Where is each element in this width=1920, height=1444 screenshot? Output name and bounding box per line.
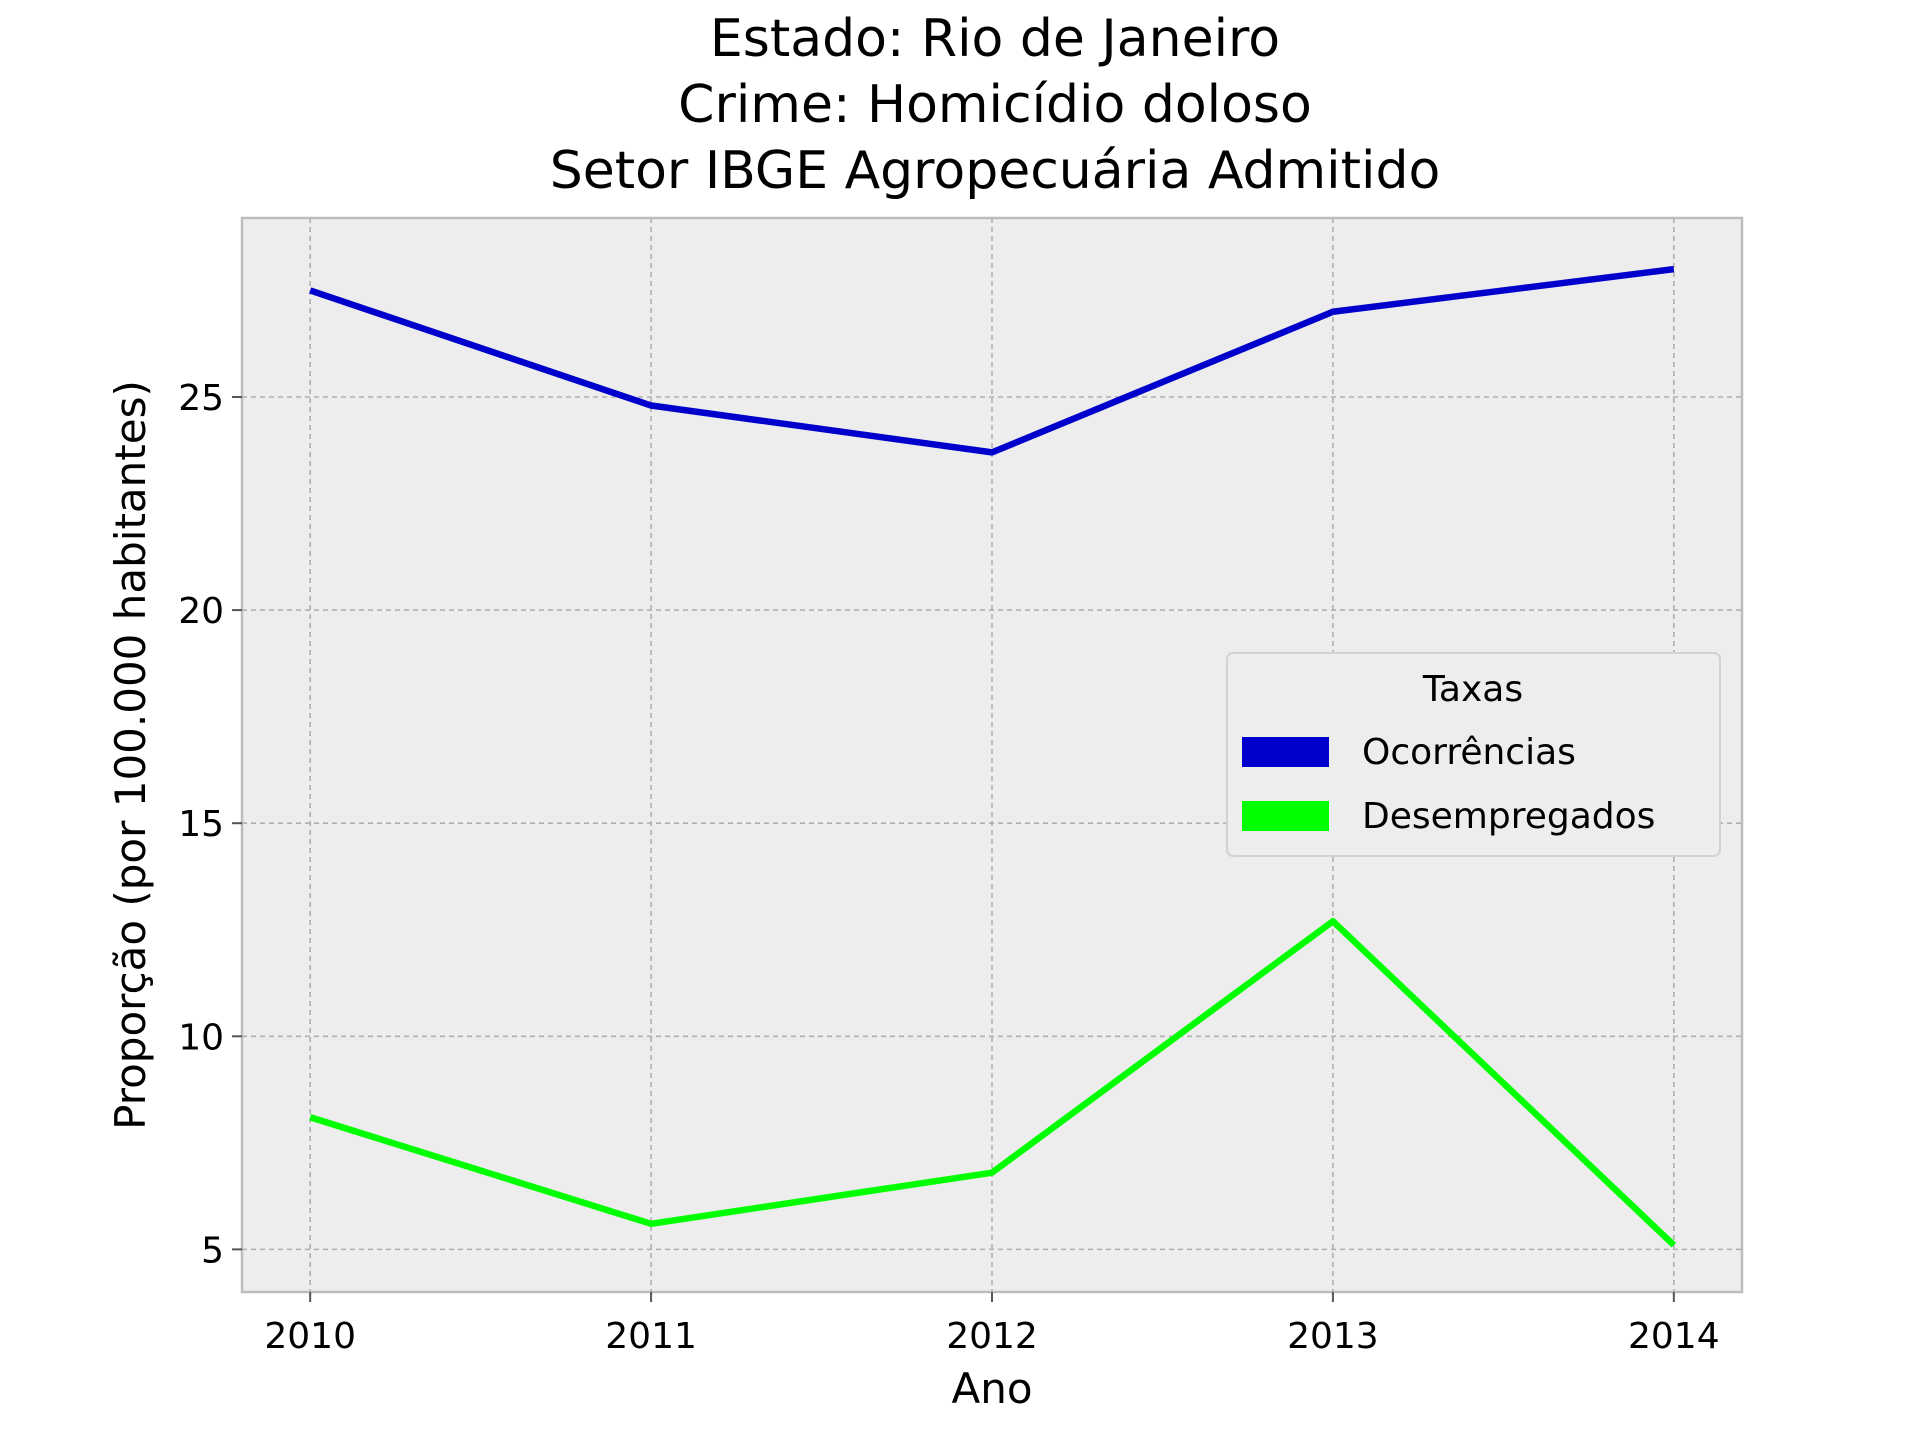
y-tick-label: 15 <box>178 804 224 845</box>
y-axis-label: Proporção (por 100.000 habitantes) <box>106 380 155 1130</box>
y-axis-ticks: 5 10 15 20 25 <box>178 378 242 1271</box>
x-tick-label: 2012 <box>946 1316 1038 1357</box>
title-line-2: Crime: Homicídio doloso <box>678 75 1312 135</box>
title-line-1: Estado: Rio de Janeiro <box>710 9 1280 69</box>
title-line-3: Setor IBGE Agropecuária Admitido <box>550 141 1441 201</box>
x-tick-label: 2010 <box>264 1316 356 1357</box>
legend: Taxas Ocorrências Desempregados <box>1227 653 1720 856</box>
x-axis-label: Ano <box>951 1364 1032 1413</box>
legend-label-desempregados: Desempregados <box>1362 796 1655 837</box>
y-tick-label: 10 <box>178 1017 224 1058</box>
x-axis-ticks: 2010 2011 2012 2013 2014 <box>264 1292 1719 1357</box>
x-tick-label: 2013 <box>1287 1316 1379 1357</box>
x-tick-label: 2011 <box>605 1316 697 1357</box>
x-tick-label: 2014 <box>1628 1316 1720 1357</box>
y-tick-label: 25 <box>178 378 224 419</box>
legend-title: Taxas <box>1422 669 1523 710</box>
chart-title: Estado: Rio de Janeiro Crime: Homicídio … <box>550 9 1441 201</box>
legend-swatch-ocorrencias <box>1242 737 1329 767</box>
legend-swatch-desempregados <box>1242 801 1329 831</box>
legend-label-ocorrencias: Ocorrências <box>1362 732 1576 773</box>
y-tick-label: 20 <box>178 591 224 632</box>
y-tick-label: 5 <box>201 1230 224 1271</box>
